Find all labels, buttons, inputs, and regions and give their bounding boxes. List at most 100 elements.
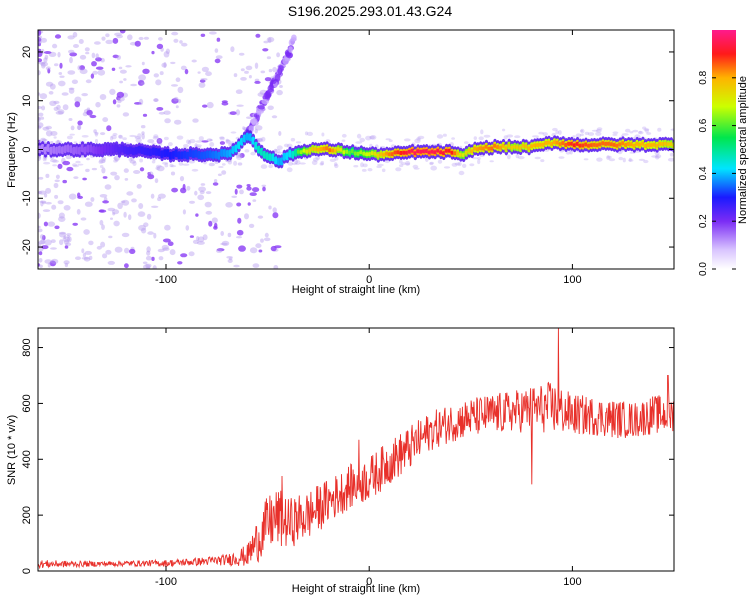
halo-speckle [274, 149, 281, 154]
ridge-mid [49, 146, 53, 155]
ridge-mid [294, 148, 298, 157]
ridge-core [595, 143, 600, 148]
colorbar-tick-label: 0.6 [698, 118, 709, 132]
ridge-mid [188, 149, 193, 157]
halo-speckle [38, 155, 42, 159]
noise-speckle [156, 165, 165, 172]
halo-speckle [236, 153, 243, 157]
noise-speckle [212, 182, 219, 186]
noise-speckle [254, 128, 258, 134]
ridge-mid [197, 151, 201, 159]
noise-speckle [246, 184, 251, 187]
ridge-core [655, 143, 659, 148]
noise-speckle [118, 66, 123, 70]
noise-speckle [177, 261, 183, 265]
colorbar-label: Normalized spectral amplitude [737, 76, 749, 224]
snr-frame [37, 327, 675, 572]
noise-speckle [58, 72, 63, 75]
ridge-core [430, 149, 435, 154]
noise-speckle [121, 199, 130, 206]
halo-speckle [359, 137, 366, 143]
noise-speckle [230, 46, 235, 53]
ridge-mid [200, 151, 204, 160]
noise-speckle [105, 249, 112, 255]
noise-speckle [266, 36, 275, 43]
noise-speckle [153, 232, 157, 239]
noise-speckle [45, 187, 52, 194]
noise-speckle [112, 212, 116, 216]
noise-speckle [38, 225, 41, 229]
noise-speckle [116, 104, 121, 108]
ridge-core [422, 149, 426, 154]
halo-speckle [430, 165, 438, 171]
branch-mark [288, 46, 293, 53]
ridge-core [442, 151, 446, 156]
ridge-core [575, 141, 580, 146]
ridge-mid [185, 151, 190, 160]
noise-speckle [59, 62, 63, 69]
noise-speckle [221, 170, 227, 175]
noise-speckle [129, 160, 136, 164]
ridge-core [419, 149, 423, 154]
noise-speckle [38, 48, 42, 52]
noise-speckle [57, 163, 63, 169]
halo-speckle [606, 155, 611, 160]
noise-speckle [234, 188, 238, 195]
noise-speckle [134, 102, 142, 105]
spectrogram-frame [37, 29, 675, 270]
ridge-core [368, 152, 372, 157]
noise-speckle [202, 234, 208, 241]
snr-x-tick-label: 100 [563, 576, 581, 588]
noise-speckle [208, 162, 215, 167]
noise-speckle [238, 245, 246, 252]
noise-speckle [111, 67, 116, 72]
halo-speckle [112, 132, 118, 136]
halo-speckle [369, 135, 375, 140]
noise-speckle [54, 225, 60, 230]
halo-speckle [575, 133, 582, 138]
halo-speckle [480, 129, 484, 135]
noise-speckle [99, 194, 108, 198]
ridge-core [436, 148, 440, 153]
noise-speckle [69, 52, 78, 57]
noise-speckle [252, 199, 257, 202]
halo-speckle [244, 149, 250, 153]
halo-speckle [168, 142, 173, 147]
halo-speckle [437, 159, 443, 164]
noise-speckle [142, 113, 148, 117]
noise-speckle [221, 101, 229, 106]
halo-speckle [218, 166, 224, 168]
halo-speckle [388, 139, 393, 142]
noise-speckle [258, 249, 263, 253]
noise-speckle [189, 200, 195, 204]
noise-speckle [52, 43, 58, 49]
noise-speckle [66, 166, 74, 172]
noise-speckle [267, 105, 274, 111]
halo-speckle [52, 159, 59, 163]
noise-speckle [196, 236, 200, 241]
noise-speckle [104, 184, 112, 190]
ridge-core [541, 142, 546, 147]
ridge-core [350, 149, 355, 154]
ridge-core [550, 142, 554, 146]
colorbar-tick-label: 0.8 [698, 70, 709, 84]
ridge-mid [129, 146, 133, 155]
noise-speckle [142, 68, 150, 75]
snr-x-label: Height of straight line (km) [292, 583, 420, 595]
noise-speckle [177, 86, 184, 94]
ridge-mid [237, 141, 241, 150]
branch-mark [285, 51, 291, 57]
noise-speckle [201, 140, 209, 143]
halo-speckle [646, 132, 652, 135]
noise-speckle [239, 153, 245, 158]
ridge-mid [194, 149, 199, 158]
ridge-core [376, 153, 381, 158]
noise-speckle [38, 36, 42, 43]
halo-speckle [118, 134, 122, 139]
ridge-core [646, 143, 651, 147]
halo-speckle [286, 167, 293, 173]
branch-mark [257, 105, 265, 110]
noise-speckle [84, 47, 90, 52]
ridge-mid [109, 145, 113, 154]
noise-speckle [162, 238, 171, 243]
